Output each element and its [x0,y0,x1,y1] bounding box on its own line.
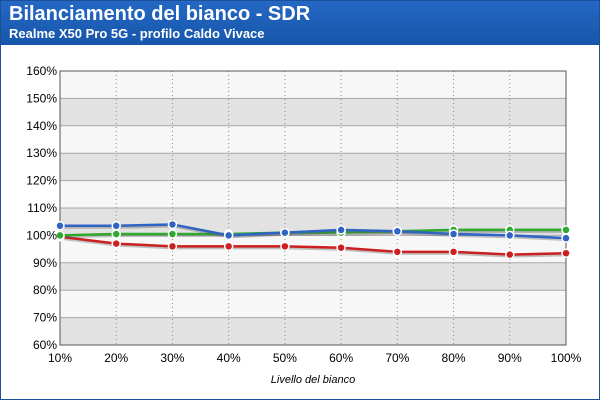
grid-lines [59,70,567,346]
series-line [59,228,566,237]
y-tick-label: 110% [27,201,57,215]
series-group [55,219,571,260]
x-tick-label: 60% [329,351,353,365]
x-axis-label: Livello del bianco [271,374,355,386]
chart-subtitle: Realme X50 Pro 5G - profilo Caldo Vivace [9,26,265,41]
y-tick-label: 130% [26,146,57,160]
data-point [505,230,515,241]
data-point [336,242,346,253]
y-tick-label: 60% [33,338,57,352]
data-point [280,227,290,238]
data-point [111,221,121,231]
plot-border [59,70,567,346]
plot-band [60,317,566,345]
plot-band [60,71,566,99]
data-point [223,230,234,241]
data-point [448,247,459,257]
y-tick-label: 100% [26,228,57,242]
y-tick-label: 140% [26,119,57,133]
x-tick-label: 100% [551,351,582,365]
plot-band [60,98,566,126]
data-point [167,241,178,252]
data-point [111,238,121,249]
tick-labels: 60% 70% 80% 90% 100% 110% 120% 130% 140% 150% 160%… [26,64,581,365]
data-point [167,229,178,239]
y-tick-label: 90% [33,256,57,270]
x-tick-label: 80% [442,351,466,365]
data-point [561,225,571,235]
y-tick-label: 150% [26,91,57,105]
data-point [392,226,403,237]
x-tick-label: 30% [160,351,184,365]
plot-band [60,290,566,318]
x-tick-label: 20% [104,351,128,365]
x-tick-label: 40% [217,351,241,365]
data-point [336,225,346,235]
data-point [167,219,178,230]
plot-band [60,153,566,181]
x-tick-label: 90% [498,351,522,365]
series-line [59,235,567,256]
data-point [223,241,234,252]
plot-band [60,262,566,291]
chart-title: Bilanciamento del bianco - SDR [9,3,311,25]
data-point [111,229,121,239]
x-tick-label: 10% [48,351,72,365]
data-point [561,248,571,258]
series-line [60,223,567,240]
data-point [448,229,459,239]
data-point [392,247,403,257]
plot-band [60,235,566,263]
y-tick-label: 70% [33,311,57,325]
x-tick-label: 50% [273,351,297,365]
plot-band [60,125,566,154]
plot-band [60,180,566,208]
data-point [55,221,65,231]
y-tick-label: 120% [26,174,57,188]
data-point [561,233,571,243]
data-point [280,241,290,252]
chart-header: Bilanciamento del bianco - SDR Realme X5… [1,1,599,45]
y-tick-label: 160% [26,64,57,78]
y-tick-label: 80% [33,283,57,297]
data-point [55,230,65,241]
data-point [505,249,515,260]
x-tick-label: 70% [385,351,409,365]
